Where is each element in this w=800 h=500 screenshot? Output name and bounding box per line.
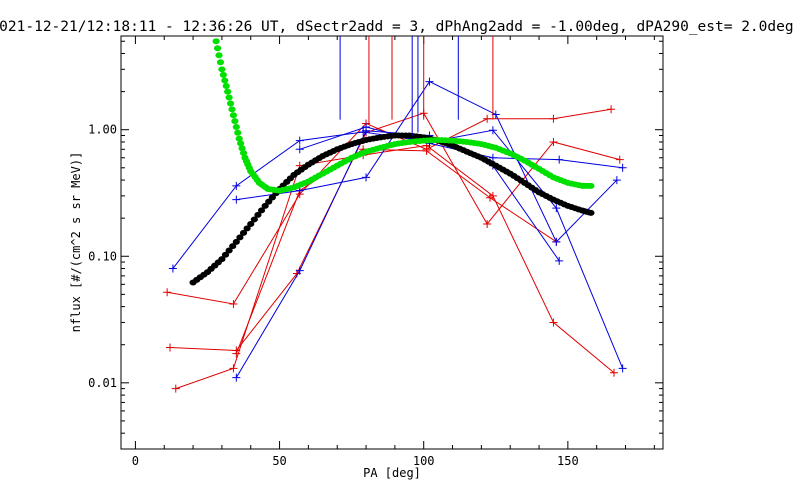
- series-green-9: [212, 38, 595, 194]
- curve-dot: [257, 207, 266, 214]
- plus-point: [362, 123, 371, 132]
- series-line: [235, 130, 560, 378]
- series-blue-6: [232, 126, 564, 382]
- plus-point: [552, 204, 561, 213]
- curve-dot: [225, 247, 233, 254]
- plus-point: [549, 137, 558, 146]
- curve-dot: [219, 71, 227, 78]
- curve-dot: [228, 106, 236, 113]
- x-tick-label: 50: [272, 454, 286, 468]
- y-tick-label: 0.10: [88, 249, 117, 263]
- plus-point: [232, 373, 241, 382]
- curve-dot: [247, 220, 255, 227]
- data-series: [163, 38, 627, 393]
- curve-dot: [265, 198, 273, 205]
- curve-dot: [229, 243, 237, 250]
- plus-point: [229, 364, 238, 373]
- curve-dot: [587, 209, 595, 216]
- curve-dot: [222, 83, 230, 90]
- x-tick-label: 150: [557, 454, 579, 468]
- curve-dot: [238, 145, 246, 152]
- curve-dot: [216, 59, 225, 66]
- series-line: [172, 129, 624, 369]
- curve-dot: [587, 182, 595, 189]
- plus-point: [609, 368, 618, 377]
- plus-point: [607, 105, 616, 114]
- plus-point: [171, 384, 180, 393]
- plus-point: [618, 163, 627, 172]
- curve-dot: [232, 238, 240, 245]
- series-line: [235, 148, 557, 354]
- curve-dot: [221, 77, 229, 84]
- series-red-1: [166, 109, 624, 355]
- series-blue-5: [232, 77, 621, 246]
- curve-dot: [226, 100, 235, 107]
- x-tick-label: 0: [132, 454, 139, 468]
- axis-ticks: 0 50 100 150 0.01 0.10 1.00: [88, 36, 663, 468]
- plus-point: [549, 114, 558, 123]
- plus-point: [166, 343, 175, 352]
- curve-dot: [225, 94, 233, 101]
- plus-point: [488, 126, 497, 135]
- curve-dot: [224, 88, 232, 95]
- series-black-8: [189, 132, 595, 286]
- curve-dot: [234, 129, 242, 136]
- vertical-markers: [339, 36, 494, 136]
- curve-dot: [213, 45, 222, 52]
- curve-dot: [218, 256, 226, 263]
- plus-point: [618, 364, 627, 373]
- curve-dot: [236, 234, 244, 241]
- curve-dot: [268, 194, 276, 201]
- curve-dot: [221, 251, 230, 258]
- plus-point: [549, 318, 558, 327]
- plus-point: [229, 299, 238, 308]
- x-axis-label: PA [deg]: [363, 466, 421, 480]
- plus-point: [486, 193, 495, 202]
- curve-dot: [261, 202, 269, 209]
- curve-dot: [231, 118, 239, 125]
- plus-point: [295, 266, 304, 275]
- plus-point: [232, 181, 241, 190]
- y-axis-label: nflux [#/(cm^2 s sr MeV)]: [69, 152, 83, 333]
- plus-point: [552, 237, 561, 246]
- curve-dot: [250, 216, 258, 223]
- curve-dot: [235, 135, 243, 142]
- plus-point: [295, 145, 304, 154]
- y-tick-label: 0.01: [88, 376, 117, 390]
- plus-point: [232, 195, 241, 204]
- curve-dot: [243, 225, 251, 232]
- plus-point: [422, 146, 431, 155]
- curve-dot: [212, 38, 220, 45]
- plus-point: [555, 155, 564, 164]
- plus-point: [362, 173, 371, 182]
- curve-dot: [229, 112, 238, 119]
- plus-point: [483, 114, 492, 123]
- curve-dot: [237, 140, 245, 147]
- curve-dot: [254, 211, 262, 218]
- curve-dot: [239, 149, 248, 156]
- x-tick-label: 100: [413, 454, 435, 468]
- plus-point: [168, 264, 177, 273]
- plus-point: [483, 219, 492, 228]
- curve-dot: [215, 52, 223, 59]
- plus-point: [425, 77, 434, 86]
- series-blue-4: [168, 126, 627, 373]
- plus-point: [295, 136, 304, 145]
- curve-dot: [239, 229, 248, 236]
- plus-point: [488, 153, 497, 162]
- curve-dot: [232, 123, 240, 130]
- series-line: [169, 112, 620, 352]
- plus-point: [163, 288, 172, 297]
- curve-dot: [218, 66, 226, 73]
- plus-point: [615, 155, 624, 164]
- plus-point: [612, 176, 621, 185]
- plus-point: [232, 349, 241, 358]
- chart-title: 2021-12-21/12:18:11 - 12:36:26 UT, dSect…: [0, 19, 794, 35]
- plus-point: [555, 256, 564, 265]
- y-tick-label: 1.00: [88, 123, 117, 137]
